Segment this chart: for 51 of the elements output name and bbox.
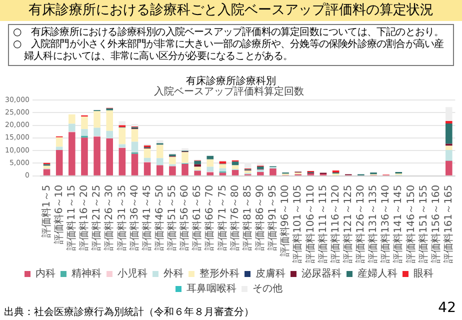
x-tick-label: 評価料126～130 — [354, 184, 367, 264]
x-tick-label: 評価料146～150 — [404, 184, 417, 264]
legend-label: 小児科 — [118, 268, 148, 280]
x-tick-label: 評価料36～40 — [128, 184, 140, 250]
text: 入院ベースアップ評価料算定回数 — [154, 86, 304, 98]
x-tick-label: 評価料16～20 — [78, 184, 90, 250]
x-tick-label: 評価料6～10 — [52, 184, 65, 244]
x-tick-label: 評価料26～30 — [103, 184, 116, 250]
x-tick-label: 評価料86～90 — [254, 184, 266, 250]
x-tick-label: 評価料116～120 — [329, 184, 342, 264]
x-tick-label: 評価料161～165 — [442, 184, 455, 264]
x-tick-label: 評価料156～160 — [430, 184, 442, 264]
x-tick-label: 評価料31～35 — [116, 184, 128, 250]
legend-label: 耳鼻咽喉科 — [186, 282, 236, 295]
x-tick-label: 評価料21～25 — [90, 184, 103, 250]
x-tick-label: 評価料81～85 — [241, 184, 254, 250]
text: ○ 有床診療所における診療科別の入院ベースアップ評価料の算定回数については、下記のとおり。 — [13, 27, 445, 38]
legend-label: 眼科 — [414, 268, 434, 280]
legend-label: 皮膚科 — [256, 268, 286, 280]
legend-label: 産婦人科 — [358, 268, 398, 280]
x-tick-label: 評価料106～110 — [304, 184, 316, 264]
x-tick-label: 評価料46～50 — [153, 184, 166, 250]
x-tick-label: 評価料96～100 — [279, 184, 292, 257]
legend-label: 整形外科 — [200, 268, 240, 280]
x-tick-label: 評価料61～65 — [191, 184, 204, 250]
text: ○ 入院部門が小さく外来部門が非常に大きい一部の診療所や、分娩等の保険外診療の割合が高い産婦人科においては、非常に高い区分が必要になることがある。 — [13, 39, 445, 63]
text: 42 — [438, 300, 456, 316]
legend-label: 泌尿器科 — [302, 268, 342, 280]
x-tick-label: 評価料111～115 — [316, 184, 329, 264]
x-tick-label: 評価料11～15 — [66, 184, 78, 250]
x-tick-label: 評価料91～95 — [266, 184, 279, 250]
x-tick-label: 評価料131～135 — [367, 184, 380, 264]
legend-label: その他 — [252, 282, 282, 295]
legend-label: 精神科 — [72, 268, 102, 280]
x-tick-label: 評価料136～140 — [380, 184, 392, 264]
x-tick-label: 評価料101～105 — [292, 184, 304, 264]
x-tick-label: 評価料71～75 — [216, 184, 228, 250]
x-tick-label: 評価料151～155 — [417, 184, 430, 264]
x-tick-label: 評価料76～80 — [228, 184, 241, 250]
chart-subtitle: 有床診療所診療科別 — [185, 74, 276, 87]
x-tick-label: 評価料41～45 — [140, 184, 153, 250]
x-tick-label: 評価料56～60 — [178, 184, 191, 250]
source-note: 出典：社会医療診療行為別統計（令和６年８月審査分） — [4, 306, 254, 319]
x-tick-label: 評価料66～70 — [204, 184, 216, 250]
chart-title: 有床診療所における診療科ごと入院ベースアップ評価料の算定状況 — [0, 0, 462, 21]
legend-label: 内科 — [36, 268, 56, 280]
x-tick-label: 評価料1～5 — [40, 184, 52, 238]
x-tick-label: 評価料51～55 — [166, 184, 178, 250]
x-tick-label: 評価料121～125 — [342, 184, 354, 264]
legend-label: 外科 — [164, 268, 184, 280]
x-tick-label: 評価料141～145 — [392, 184, 404, 264]
